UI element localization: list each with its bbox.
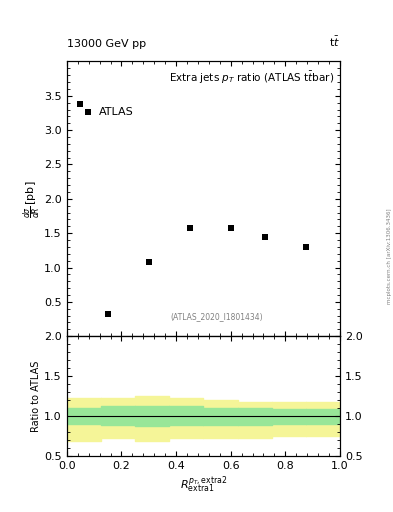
Y-axis label: Ratio to ATLAS: Ratio to ATLAS (31, 360, 41, 432)
Y-axis label: $\frac{d\sigma}{dR}\,[\mathrm{pb}]$: $\frac{d\sigma}{dR}\,[\mathrm{pb}]$ (21, 180, 43, 218)
X-axis label: $R_{\mathrm{extra1}}^{p_{T},\mathrm{extra2}}$: $R_{\mathrm{extra1}}^{p_{T},\mathrm{extr… (180, 475, 227, 496)
Text: Extra jets $p_{T}$ ratio (ATLAS t$\bar{t}$bar): Extra jets $p_{T}$ ratio (ATLAS t$\bar{t… (169, 70, 334, 86)
Text: (ATLAS_2020_I1801434): (ATLAS_2020_I1801434) (171, 312, 263, 322)
ATLAS (187, 224, 193, 232)
Text: t$\bar{t}$: t$\bar{t}$ (329, 34, 340, 49)
Text: mcplots.cern.ch [arXiv:1306.3436]: mcplots.cern.ch [arXiv:1306.3436] (387, 208, 392, 304)
ATLAS (145, 258, 152, 266)
ATLAS (77, 100, 84, 108)
ATLAS (303, 243, 309, 251)
ATLAS (262, 233, 268, 241)
Legend: ATLAS: ATLAS (78, 103, 138, 122)
ATLAS (105, 310, 111, 318)
Text: 13000 GeV pp: 13000 GeV pp (67, 38, 146, 49)
ATLAS (228, 224, 234, 232)
